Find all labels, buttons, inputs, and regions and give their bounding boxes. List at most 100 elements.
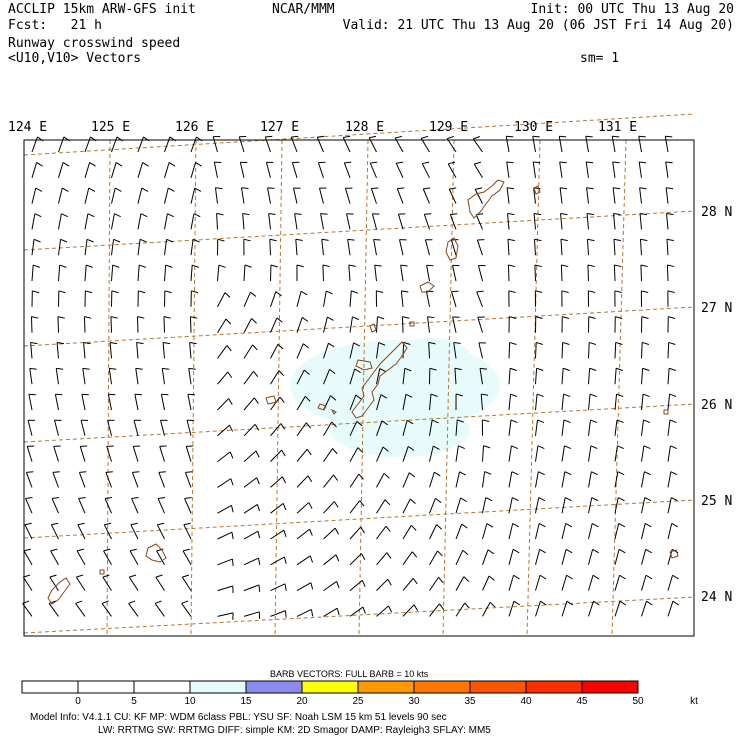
colorbar-segment xyxy=(413,680,471,694)
lat-lon-grid xyxy=(23,113,695,637)
wind-barb-flag xyxy=(639,161,647,164)
wind-barb-flag xyxy=(163,341,171,345)
wind-barb-shaft xyxy=(31,187,37,204)
wind-barb-flag xyxy=(330,395,337,401)
wind-barb-shaft xyxy=(639,187,642,204)
wind-barb-shaft xyxy=(111,136,118,153)
wind-barb-shaft xyxy=(532,161,536,178)
wind-barb-shaft xyxy=(588,575,594,591)
wind-barb-shaft xyxy=(102,576,112,591)
colorbar-segment xyxy=(189,680,247,694)
wind-barb-shaft xyxy=(217,292,226,308)
wind-barb-flag xyxy=(307,475,313,483)
wind-barb-shaft xyxy=(296,502,310,514)
wind-barb-shaft xyxy=(482,575,490,591)
wind-barb-flag xyxy=(369,135,377,139)
wind-barb-flag xyxy=(370,161,378,164)
wind-barb-flag xyxy=(218,264,226,268)
wind-barb-flag xyxy=(533,161,541,164)
wind-barb-shaft xyxy=(243,397,255,411)
wind-barb-flag xyxy=(438,577,444,584)
wind-barb-shaft xyxy=(31,136,38,153)
wind-barb-shaft xyxy=(455,419,458,436)
wind-barb-flag xyxy=(49,574,57,578)
wind-barb-flag xyxy=(433,445,440,450)
wind-barb-flag xyxy=(511,471,519,476)
wind-barb-flag xyxy=(671,522,679,528)
wind-barb-flag xyxy=(562,316,570,320)
wind-barb-shaft xyxy=(103,524,112,540)
wind-barb-flag xyxy=(224,292,231,298)
wind-barb-flag xyxy=(101,600,109,604)
wind-barb-shaft xyxy=(455,523,463,540)
wind-barb-shaft xyxy=(508,445,512,462)
wind-barb-flag xyxy=(435,497,442,503)
wind-barb-flag xyxy=(58,290,66,294)
wind-barb-flag xyxy=(300,290,308,296)
wind-barb-shaft xyxy=(507,213,510,230)
wind-barb-shaft xyxy=(30,316,33,333)
wind-barb-shaft xyxy=(323,421,333,437)
wind-barb-flag xyxy=(136,341,144,345)
wind-barb-shaft xyxy=(163,316,165,333)
wind-barb-flag xyxy=(644,522,652,528)
wind-barb-flag xyxy=(429,367,437,371)
wind-barb-flag xyxy=(532,135,540,138)
wind-barb-flag xyxy=(184,496,192,500)
wind-barb-flag xyxy=(410,524,417,531)
wind-barb-shaft xyxy=(376,552,388,566)
wind-barb-shaft xyxy=(57,316,59,333)
wind-barb-shaft xyxy=(243,584,260,592)
wind-barb-flag xyxy=(512,497,519,502)
wind-barb-flag xyxy=(256,477,260,485)
wind-barb-shaft xyxy=(346,213,351,230)
wind-barb-flag xyxy=(507,212,515,216)
wind-barb-shaft xyxy=(482,549,489,565)
wind-barb-flag xyxy=(665,161,673,164)
wind-barb-shaft xyxy=(585,161,589,178)
wind-barb-flag xyxy=(561,264,569,268)
wind-barb-shaft xyxy=(268,213,271,230)
wind-barb-shaft xyxy=(270,476,283,488)
wind-barb-shaft xyxy=(450,239,457,256)
wind-barb-shaft xyxy=(427,316,430,333)
wind-barb-flag xyxy=(407,446,415,451)
wind-barb-flag xyxy=(139,264,146,268)
wind-speed-shading xyxy=(290,338,500,457)
wind-barb-shaft xyxy=(429,419,433,436)
wind-barb-shaft xyxy=(429,445,434,462)
wind-barb-shaft xyxy=(455,576,465,591)
wind-barb-shaft xyxy=(588,342,590,359)
wind-barb-flag xyxy=(57,316,65,319)
wind-barb-flag xyxy=(422,161,430,165)
wind-barb-flag xyxy=(309,555,314,563)
wind-barb-shaft xyxy=(452,265,457,282)
wind-barb-flag xyxy=(670,471,678,476)
wind-barb-flag xyxy=(640,264,648,268)
wind-barb-flag xyxy=(33,264,40,268)
wind-barb-shaft xyxy=(217,478,232,488)
wind-barb-shaft xyxy=(667,368,670,385)
wind-barb-flag xyxy=(430,393,438,397)
wind-barb-shaft xyxy=(376,446,384,462)
wind-barb-shaft xyxy=(476,291,483,307)
wind-barb-shaft xyxy=(482,602,491,617)
wind-barb-flag xyxy=(506,135,514,138)
shading-patch-north xyxy=(390,338,470,372)
wind-barb-flag xyxy=(382,446,389,452)
wind-barb-flag xyxy=(166,238,174,243)
wind-barb-shaft xyxy=(667,497,672,514)
lat-label: 24 N xyxy=(701,590,732,605)
wind-barb-flag xyxy=(644,471,651,476)
wind-barb-shaft xyxy=(27,420,33,436)
wind-barb-flag xyxy=(507,238,515,242)
wind-barb-shaft xyxy=(189,316,192,333)
latitude-labels: 28 N 27 N 26 N 25 N 24 N xyxy=(701,205,732,605)
wind-barb-shaft xyxy=(22,576,33,591)
wind-barb-flag xyxy=(388,605,393,613)
wind-barb-shaft xyxy=(479,368,483,385)
wind-barb-flag xyxy=(303,369,310,376)
wind-barb-shaft xyxy=(614,471,619,488)
colorbar-segment xyxy=(357,680,415,694)
wind-barb-shaft xyxy=(164,136,171,153)
